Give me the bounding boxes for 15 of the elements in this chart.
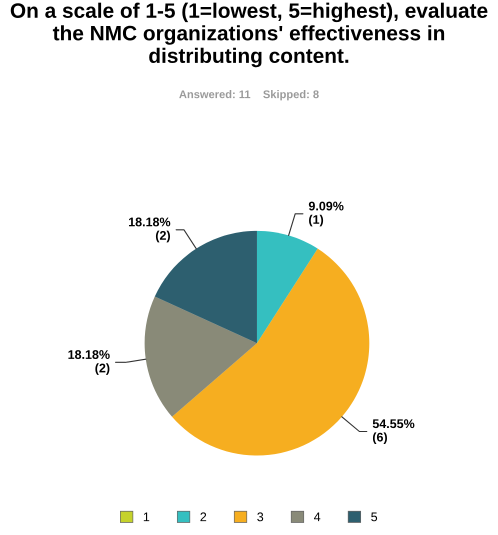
pie-slice bbox=[154, 230, 257, 344]
chart-subtitle: Answered: 11 Skipped: 8 bbox=[179, 90, 319, 100]
pie-slice bbox=[256, 230, 318, 344]
data-label: 9.09% (1) bbox=[308, 202, 344, 226]
pie-slice bbox=[144, 296, 257, 417]
pie-slice bbox=[172, 248, 370, 456]
chart-title: On a scale of 1-5 (1=lowest, 5=highest), evaluate the NMC organizations' effectiveness in distributing content. bbox=[10, 2, 488, 68]
legend-label: 3 bbox=[257, 512, 264, 522]
data-label: 18.18% (2) bbox=[68, 350, 110, 375]
legend-label: 4 bbox=[314, 512, 320, 522]
legend-label: 2 bbox=[200, 512, 206, 522]
legend-label: 1 bbox=[144, 512, 150, 522]
legend-label: 5 bbox=[371, 512, 378, 522]
data-label: 54.55% (6) bbox=[372, 419, 414, 444]
data-label: 18.18% (2) bbox=[129, 218, 170, 242]
